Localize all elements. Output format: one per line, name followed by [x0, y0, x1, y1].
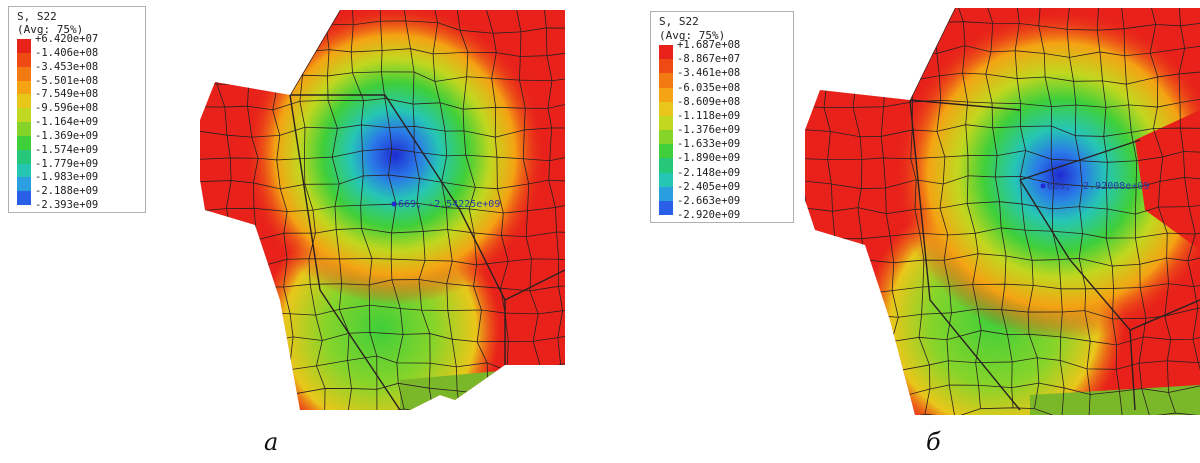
- legend-level-label: -2.405e+09: [677, 180, 741, 193]
- color-scale-bar: [659, 45, 673, 216]
- color-scale-segment: [659, 158, 673, 173]
- legend-level-label: -8.609e+08: [677, 95, 741, 108]
- mesh-line: [456, 10, 489, 410]
- fem-contour-plot-b: 669, -2.92008e+09: [798, 0, 1200, 415]
- mesh-line: [194, 0, 572, 7]
- mesh-line: [1148, 8, 1176, 414]
- color-scale-segment: [659, 200, 673, 216]
- mesh-line: [1121, 8, 1151, 415]
- mesh-line: [805, 150, 1200, 163]
- mesh-line: [1014, 8, 1040, 409]
- mesh-line: [402, 10, 435, 410]
- legend-title: S, S22: [659, 15, 699, 28]
- legend-level-label: -1.633e+09: [677, 138, 741, 151]
- legend-level-label: -3.461e+08: [677, 67, 741, 80]
- legend-level-label: -7.549e+08: [35, 88, 99, 101]
- color-scale-segment: [659, 130, 673, 145]
- legend-level-label: -2.663e+09: [677, 194, 741, 207]
- color-scale-segment: [17, 39, 31, 54]
- color-scale-segment: [17, 177, 31, 192]
- color-scale-segment: [659, 73, 673, 88]
- mesh-line: [805, 227, 1200, 240]
- color-scale-segment: [659, 186, 673, 202]
- caption-a: а: [264, 428, 279, 456]
- mesh-line: [350, 10, 378, 410]
- color-scale-segment: [17, 149, 31, 164]
- legend-level-label: -9.596e+08: [35, 102, 99, 115]
- color-scale-segment: [17, 135, 31, 151]
- mesh-line: [1038, 8, 1065, 415]
- color-scale-bar: [17, 39, 31, 206]
- legend-level-label: -2.920e+09: [677, 209, 741, 221]
- legend-level-label: -1.890e+09: [677, 152, 741, 165]
- legend-b: S, S22 (Avg: 75%) +1.687e+08 -8.867e+07 -3…: [650, 11, 794, 223]
- color-scale-segment: [659, 101, 673, 117]
- caption-b: б: [926, 428, 941, 456]
- legend-level-label: -1.118e+09: [677, 109, 741, 122]
- mesh-line: [1066, 8, 1091, 415]
- legend-level-label: -1.369e+09: [35, 129, 99, 142]
- probe-label: 669, -2.92008e+09: [1047, 181, 1149, 192]
- legend-level-label: +1.687e+08: [677, 39, 741, 51]
- probe-label: 669, -2.54225e+09: [398, 199, 500, 210]
- mesh-line: [570, 0, 593, 410]
- legend-level-label: -1.574e+09: [35, 143, 99, 156]
- color-scale-segment: [17, 108, 31, 123]
- legend-level-label: -1.983e+09: [35, 171, 99, 184]
- legend-level-label: -1.406e+08: [35, 46, 99, 59]
- legend-title: S, S22: [17, 10, 57, 23]
- legend-subtitle: (Avg: 75%): [659, 29, 726, 42]
- color-scale-segment: [659, 115, 673, 131]
- mesh-line: [542, 10, 565, 410]
- mesh-line: [812, 252, 1200, 267]
- probe-point: [1040, 183, 1046, 189]
- color-scale-segment: [17, 80, 31, 95]
- probe-point: [391, 201, 397, 207]
- legend-level-label: -3.453e+08: [35, 60, 99, 73]
- mesh-line: [814, 407, 1200, 415]
- legend-level-label: -1.376e+09: [677, 124, 741, 136]
- mesh-line: [321, 10, 352, 410]
- color-scale-segment: [659, 59, 673, 74]
- mesh-line: [805, 175, 1200, 190]
- color-scale-segment: [17, 66, 31, 81]
- mesh-line: [1178, 8, 1200, 415]
- mesh-line: [805, 96, 1200, 109]
- color-scale-segment: [659, 172, 673, 188]
- mesh-line: [1096, 8, 1124, 415]
- legend-a: S, S22 (Avg: 75%) +6.420e+07 -1.406e+08 -3…: [8, 6, 146, 213]
- color-scale-segment: [17, 52, 31, 68]
- color-scale-segment: [17, 122, 31, 137]
- mesh-line: [955, 8, 982, 409]
- mesh-line: [927, 8, 956, 415]
- mesh-line: [798, 0, 1200, 7]
- legend-level-label: -2.148e+09: [677, 166, 741, 179]
- color-scale-segment: [17, 163, 31, 178]
- color-scale-segment: [659, 87, 673, 103]
- mesh-line: [514, 10, 545, 410]
- legend-level-label: -5.501e+08: [35, 74, 99, 87]
- legend-level-label: -2.393e+09: [35, 199, 99, 211]
- mesh-line: [431, 10, 462, 410]
- color-scale-segment: [659, 144, 673, 159]
- color-scale-segment: [17, 94, 31, 109]
- legend-level-label: +6.420e+07: [35, 33, 99, 45]
- legend-level-label: -8.867e+07: [677, 53, 741, 66]
- legend-level-label: -1.779e+09: [35, 157, 99, 170]
- legend-subtitle: (Avg: 75%): [17, 23, 84, 36]
- legend-level-label: -2.188e+09: [35, 185, 99, 198]
- mesh-line: [983, 8, 1014, 408]
- color-scale-segment: [17, 191, 31, 206]
- fem-contour-plot-a: 669, -2.54225e+09: [194, 0, 593, 410]
- mesh-line: [485, 10, 518, 410]
- mesh-line: [806, 201, 1200, 215]
- legend-level-label: -6.035e+08: [677, 81, 741, 94]
- color-scale-segment: [659, 45, 673, 60]
- legend-level-label: -1.164e+09: [35, 116, 99, 128]
- mesh-line: [805, 124, 1200, 138]
